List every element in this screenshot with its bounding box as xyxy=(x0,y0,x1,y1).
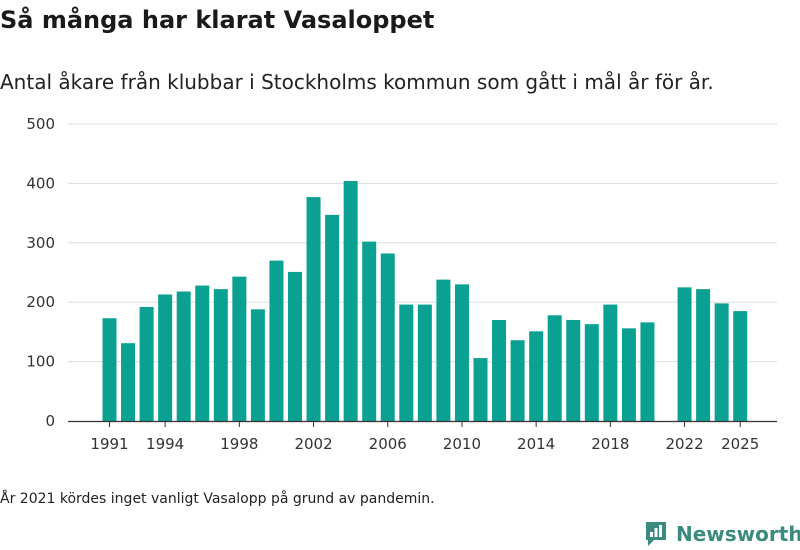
x-tick-label: 2010 xyxy=(443,435,481,453)
chart-subtitle: Antal åkare från klubbar i Stockholms ko… xyxy=(0,70,714,94)
bar xyxy=(473,358,488,421)
y-tick-label: 500 xyxy=(26,115,55,133)
bar xyxy=(362,241,377,421)
x-tick-label: 2014 xyxy=(517,435,555,453)
bar xyxy=(306,197,321,421)
newsworthy-logo-text: Newsworthy xyxy=(676,522,800,546)
bar xyxy=(325,214,340,421)
bar xyxy=(733,311,748,421)
x-tick-label: 2022 xyxy=(665,435,703,453)
bar xyxy=(492,320,507,421)
x-tick-label: 2025 xyxy=(721,435,759,453)
bar xyxy=(269,260,284,421)
chart-title: Så många har klarat Vasaloppet xyxy=(0,6,435,34)
bar xyxy=(510,340,525,421)
footnote: År 2021 kördes inget vanligt Vasalopp på… xyxy=(0,491,435,507)
bar xyxy=(529,331,544,421)
bar xyxy=(621,328,636,421)
bar xyxy=(714,303,729,421)
bar xyxy=(417,304,432,421)
bar xyxy=(250,309,265,421)
bar xyxy=(603,304,618,421)
bar xyxy=(139,306,154,421)
x-tick-label: 2018 xyxy=(591,435,629,453)
newsworthy-logo-icon xyxy=(646,522,666,546)
bar xyxy=(343,181,358,421)
x-tick-label: 2002 xyxy=(294,435,332,453)
y-tick-label: 100 xyxy=(26,353,55,371)
bar xyxy=(288,271,302,421)
bar xyxy=(696,289,711,421)
bar xyxy=(566,320,581,421)
bar xyxy=(547,315,562,421)
bar xyxy=(213,289,228,421)
y-tick-label: 400 xyxy=(26,174,55,192)
y-tick-label: 300 xyxy=(26,234,55,252)
bar xyxy=(454,284,469,421)
bar xyxy=(121,343,136,421)
bar xyxy=(640,322,655,421)
bar xyxy=(158,294,173,421)
x-tick-label: 1994 xyxy=(146,435,184,453)
y-tick-label: 0 xyxy=(45,412,55,430)
x-tick-label: 1991 xyxy=(90,435,128,453)
bar xyxy=(436,279,451,421)
bar xyxy=(195,285,210,421)
bar xyxy=(584,324,599,421)
bar xyxy=(380,253,395,421)
bar xyxy=(102,318,117,421)
bar xyxy=(176,291,191,421)
newsworthy-logo: Newsworthy xyxy=(644,519,800,549)
x-tick-label: 1998 xyxy=(220,435,258,453)
bar xyxy=(399,304,414,421)
x-tick-label: 2006 xyxy=(369,435,407,453)
bar xyxy=(677,287,692,421)
bar xyxy=(232,276,247,421)
y-tick-label: 200 xyxy=(26,293,55,311)
